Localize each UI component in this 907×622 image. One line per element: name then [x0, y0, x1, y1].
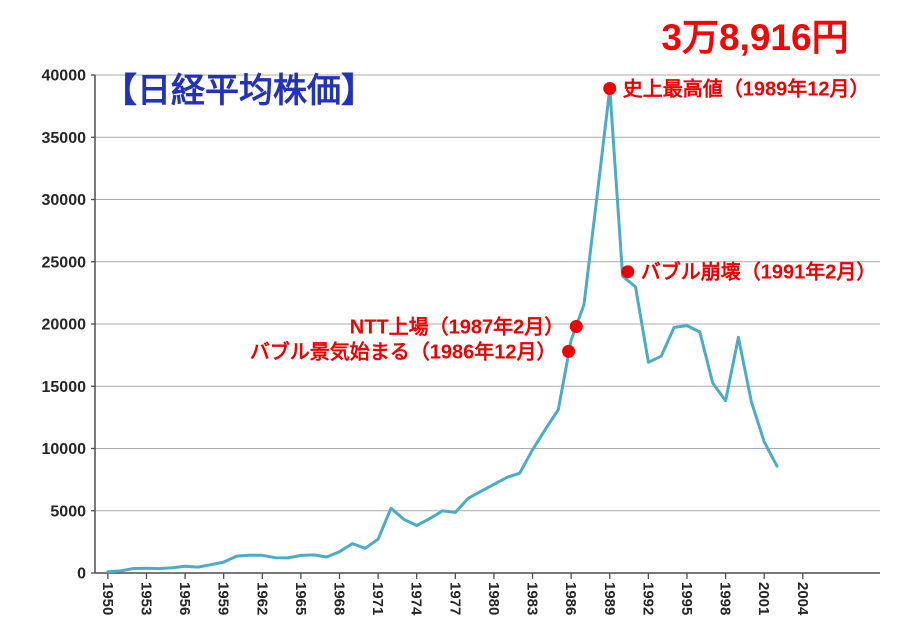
- annotation-dot-bubble-collapse: [621, 265, 635, 279]
- x-tick-label: 1974: [408, 582, 425, 616]
- x-tick-label: 1980: [485, 582, 502, 615]
- nikkei-line: [106, 87, 779, 574]
- annotation-dot-all-time-high: [603, 81, 617, 95]
- annotation-label-bubble-collapse: バブル崩壊（1991年2月）: [641, 260, 877, 284]
- y-tick-label: 10000: [42, 441, 87, 458]
- x-tick-label: 1992: [639, 582, 656, 615]
- y-tick-label: 5000: [50, 503, 86, 520]
- x-tick-label: 1950: [99, 582, 116, 615]
- y-axis-labels: 0 5000 10000 15000 20000 25000 30000 35000 40000: [42, 68, 87, 583]
- chart-title: 【日経平均株価】: [103, 72, 375, 110]
- x-tick-label: 2001: [755, 582, 772, 615]
- annotation-dot-bubble-begins: [562, 344, 576, 358]
- x-tick-label: 1962: [253, 582, 270, 615]
- x-tick-label: 1956: [176, 582, 193, 615]
- x-tick-label: 1971: [369, 582, 386, 615]
- annotation-label-bubble-begins: バブル景気始まる（1986年12月）: [250, 339, 557, 363]
- nikkei-series: [106, 87, 779, 574]
- x-tick-label: 1998: [717, 582, 734, 615]
- annotation-dot-ntt-listing: [569, 319, 583, 333]
- annotation-label-ntt-listing: NTT上場（1987年2月）: [350, 314, 565, 338]
- x-tick-label: 1959: [215, 582, 232, 615]
- y-tick-label: 30000: [42, 192, 87, 209]
- axes: [91, 74, 880, 579]
- y-tick-label: 15000: [42, 379, 87, 396]
- y-tick-label: 20000: [42, 317, 87, 334]
- x-tick-label: 1995: [678, 582, 695, 615]
- y-tick-label: 0: [77, 566, 86, 583]
- x-tick-label: 1953: [137, 582, 154, 615]
- y-tick-label: 35000: [42, 130, 87, 147]
- y-tick-label: 25000: [42, 254, 87, 271]
- x-tick-label: 1977: [446, 582, 463, 615]
- annotations: 史上最高値（1989年12月） バブル崩壊（1991年2月） NTT上場（1987年…: [250, 76, 877, 363]
- x-tick-label: 2004: [794, 582, 811, 616]
- x-tick-label: 1989: [601, 582, 618, 615]
- x-tick-label: 1983: [524, 582, 541, 615]
- y-tick-label: 40000: [42, 68, 87, 85]
- x-tick-label: 1968: [331, 582, 348, 615]
- x-tick-label: 1965: [292, 582, 309, 615]
- x-axis-labels: 1950 1953 1956 1959 1962 1965 1968 1971 1974 1977…: [99, 582, 811, 616]
- x-tick-label: 1986: [562, 582, 579, 615]
- annotation-label-all-time-high: 史上最高値（1989年12月）: [623, 76, 870, 100]
- gridlines: [95, 74, 880, 512]
- peak-value-callout: 3万8,916円: [661, 17, 848, 58]
